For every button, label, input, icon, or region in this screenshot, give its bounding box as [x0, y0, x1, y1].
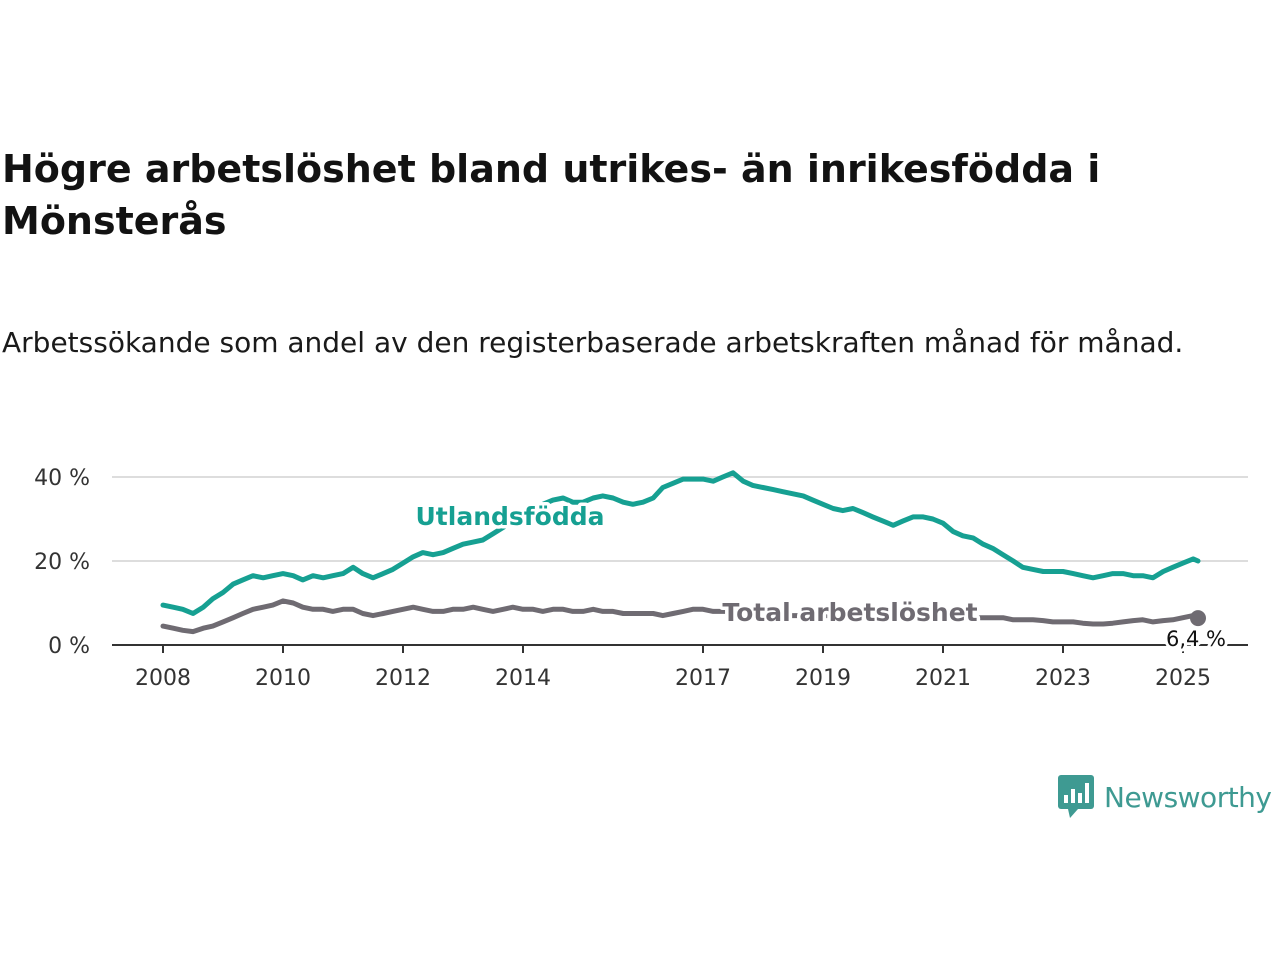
series-label-halo: Utlandsfödda — [416, 502, 605, 531]
x-tick-label: 2017 — [675, 666, 731, 691]
y-tick-label: 20 % — [34, 550, 90, 575]
y-tick-label: 40 % — [34, 466, 90, 491]
y-tick-label: 0 % — [48, 634, 90, 659]
series-label: Utlandsfödda — [416, 502, 605, 531]
series-line-total — [160, 598, 1201, 635]
x-tick-label: 2012 — [375, 666, 431, 691]
newsworthy-wordmark: Newsworthy — [1104, 780, 1272, 814]
x-tick-label: 2008 — [135, 666, 191, 691]
series-lines — [160, 470, 1201, 635]
x-tick-label: 2019 — [795, 666, 851, 691]
chart-title: Högre arbetslöshet bland utrikes- än inr… — [2, 147, 1101, 243]
end-point-marker — [1190, 610, 1206, 627]
series-line-utlandsfodda — [160, 470, 1201, 616]
x-tick-label: 2010 — [255, 666, 311, 691]
newsworthy-logo-icon — [1058, 775, 1094, 818]
x-tick-label: 2021 — [915, 666, 971, 691]
newsworthy-logo: Newsworthy — [1058, 774, 1272, 820]
x-tick-label: 2014 — [495, 666, 551, 691]
gridlines — [112, 476, 1248, 646]
x-axis-ticks: 2008 2010 2012 2014 2017 2019 2021 2023 2025 — [135, 645, 1211, 691]
end-value-label-halo: 6,4 % — [1166, 627, 1226, 651]
end-value-label: 6,4 % — [1166, 627, 1226, 651]
x-tick-label: 2025 — [1155, 666, 1211, 691]
y-axis-ticks: 0 % 20 % 40 % — [34, 466, 90, 659]
chart-subtitle: Arbetssökande som andel av den registerb… — [2, 326, 1184, 359]
x-tick-label: 2023 — [1035, 666, 1091, 691]
series-label: Total arbetslöshet — [722, 598, 977, 627]
series-label-halo: Total arbetslöshet — [722, 598, 977, 627]
